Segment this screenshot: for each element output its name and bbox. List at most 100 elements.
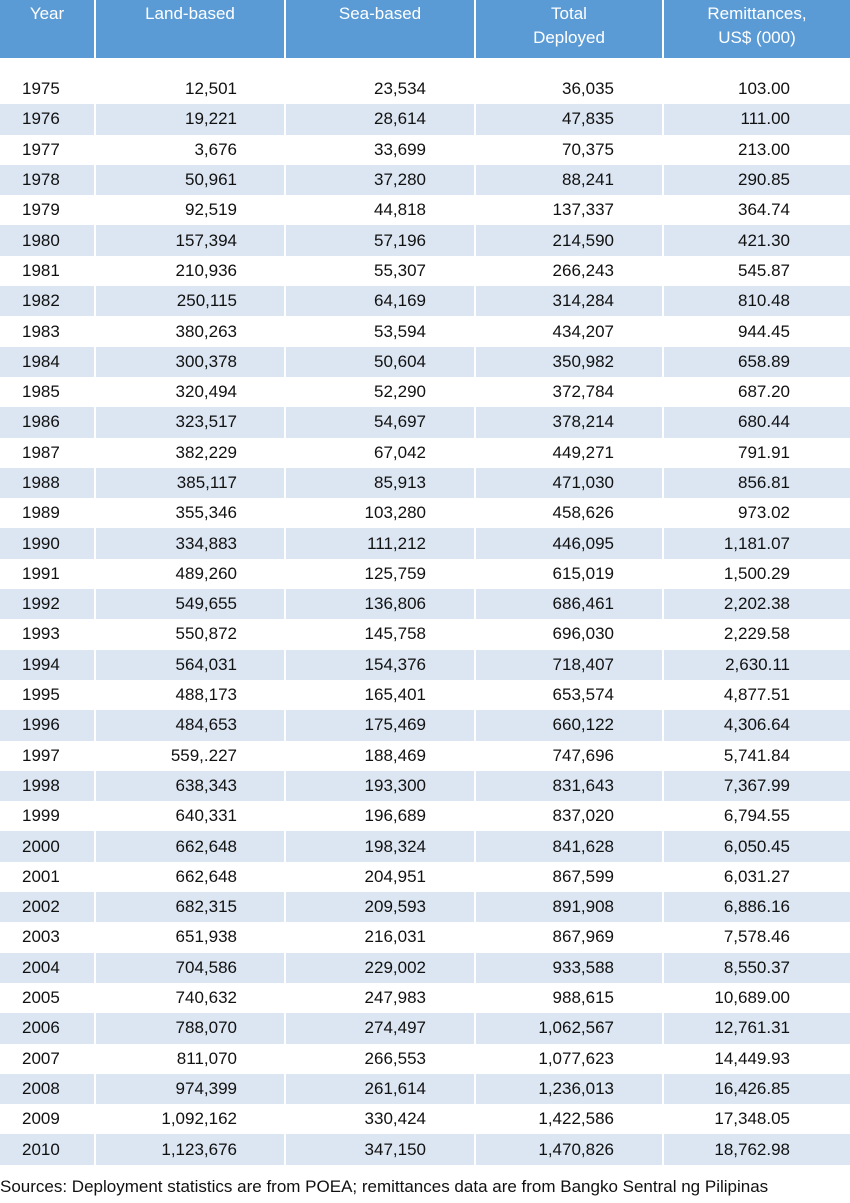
cell-year: 1994: [22, 654, 60, 674]
cell-land-based: 549,655: [94, 589, 284, 620]
cell-total-deployed: 471,030: [474, 467, 662, 499]
cell-year: 1988: [22, 473, 60, 492]
cell-land-based: 380,263: [94, 316, 284, 347]
cell-total-deployed: 36,035: [474, 74, 662, 105]
table-row: 1978 50,961 37,280 88,241 290.85: [0, 164, 850, 196]
cell-remittances: 364.74: [662, 195, 850, 226]
cell-year: 1995: [22, 685, 60, 705]
cell-remittances: 12,761.31: [662, 1013, 850, 1044]
cell-total-deployed: 891,908: [474, 892, 662, 923]
table-row: 1981 210,936 55,307 266,243 545.87: [0, 255, 850, 287]
table-row: 2004 704,586 229,002 933,588 8,550.37: [0, 952, 850, 983]
header-spacer: [0, 58, 850, 74]
cell-sea-based: 261,614: [284, 1073, 474, 1105]
cell-land-based: 550,872: [94, 619, 284, 650]
table-row: 1980 157,394 57,196 214,590 421.30: [0, 225, 850, 256]
cell-total-deployed: 434,207: [474, 316, 662, 347]
cell-total-deployed: 314,284: [474, 286, 662, 317]
cell-remittances: 791.91: [662, 437, 850, 468]
cell-total-deployed: 137,337: [474, 195, 662, 226]
cell-land-based: 811,070: [94, 1043, 284, 1074]
cell-land-based: 640,331: [94, 801, 284, 832]
cell-sea-based: 165,401: [284, 679, 474, 711]
cell-total-deployed: 378,214: [474, 407, 662, 438]
cell-total-deployed: 47,835: [474, 104, 662, 135]
cell-sea-based: 145,758: [284, 619, 474, 650]
cell-sea-based: 37,280: [284, 164, 474, 196]
cell-sea-based: 347,150: [284, 1134, 474, 1165]
cell-year: 2000: [22, 836, 60, 856]
table-row: 1983 380,263 53,594 434,207 944.45: [0, 316, 850, 347]
cell-total-deployed: 88,241: [474, 164, 662, 196]
cell-land-based: 1,092,162: [94, 1104, 284, 1135]
cell-sea-based: 198,324: [284, 831, 474, 862]
cell-year: 1982: [22, 291, 60, 311]
cell-remittances: 687.20: [662, 376, 850, 408]
cell-remittances: 2,630.11: [662, 649, 850, 680]
cell-year: 1996: [22, 715, 60, 735]
cell-land-based: 12,501: [94, 74, 284, 105]
cell-land-based: 559,.227: [94, 740, 284, 771]
cell-land-based: 385,117: [94, 467, 284, 499]
table-row: 1990 334,883 111,212 446,095 1,181.07: [0, 528, 850, 559]
cell-remittances: 1,500.29: [662, 558, 850, 590]
cell-sea-based: 85,913: [284, 467, 474, 499]
cell-year: 2003: [22, 927, 60, 947]
cell-remittances: 213.00: [662, 134, 850, 165]
cell-sea-based: 57,196: [284, 225, 474, 256]
cell-land-based: 382,229: [94, 437, 284, 468]
cell-year: 2008: [22, 1078, 60, 1098]
cell-remittances: 2,202.38: [662, 589, 850, 620]
cell-remittances: 6,050.45: [662, 831, 850, 862]
cell-remittances: 973.02: [662, 498, 850, 529]
cell-year: 1998: [22, 775, 60, 795]
table-row: 1996 484,653 175,469 660,122 4,306.64: [0, 710, 850, 741]
cell-remittances: 111.00: [662, 104, 850, 135]
cell-land-based: 300,378: [94, 346, 284, 377]
cell-remittances: 658.89: [662, 346, 850, 377]
table-row: 2003 651,938 216,031 867,969 7,578.46: [0, 922, 850, 953]
cell-land-based: 250,115: [94, 286, 284, 317]
cell-year: 1987: [22, 442, 60, 462]
cell-year: 1979: [22, 200, 60, 220]
table-row: 2008 974,399 261,614 1,236,013 16,426.85: [0, 1073, 850, 1105]
cell-sea-based: 23,534: [284, 74, 474, 105]
cell-total-deployed: 1,236,013: [474, 1073, 662, 1105]
cell-remittances: 6,794.55: [662, 801, 850, 832]
cell-remittances: 1,181.07: [662, 528, 850, 559]
cell-total-deployed: 831,643: [474, 770, 662, 802]
cell-sea-based: 55,307: [284, 255, 474, 287]
cell-year: 2007: [22, 1048, 60, 1068]
cell-remittances: 4,877.51: [662, 679, 850, 711]
cell-remittances: 7,367.99: [662, 770, 850, 802]
cell-sea-based: 247,983: [284, 982, 474, 1014]
cell-total-deployed: 841,628: [474, 831, 662, 862]
cell-sea-based: 111,212: [284, 528, 474, 559]
table-row: 1995 488,173 165,401 653,574 4,877.51: [0, 679, 850, 711]
cell-remittances: 5,741.84: [662, 740, 850, 771]
cell-sea-based: 216,031: [284, 922, 474, 953]
cell-remittances: 810.48: [662, 286, 850, 317]
cell-total-deployed: 615,019: [474, 558, 662, 590]
cell-sea-based: 209,593: [284, 892, 474, 923]
cell-year: 1981: [22, 260, 60, 280]
cell-year: 1978: [22, 170, 60, 190]
cell-year: 1986: [22, 412, 60, 432]
cell-land-based: 704,586: [94, 952, 284, 983]
cell-total-deployed: 1,470,826: [474, 1134, 662, 1165]
cell-total-deployed: 70,375: [474, 134, 662, 165]
cell-sea-based: 204,951: [284, 861, 474, 893]
cell-total-deployed: 867,969: [474, 922, 662, 953]
cell-total-deployed: 350,982: [474, 346, 662, 377]
cell-sea-based: 196,689: [284, 801, 474, 832]
cell-remittances: 856.81: [662, 467, 850, 499]
table-row: 1999 640,331 196,689 837,020 6,794.55: [0, 801, 850, 832]
cell-land-based: 320,494: [94, 376, 284, 408]
cell-land-based: 651,938: [94, 922, 284, 953]
table-row: 1977 3,676 33,699 70,375 213.00: [0, 134, 850, 165]
cell-year: 2006: [22, 1018, 60, 1038]
table-body: 1975 12,501 23,534 36,035 103.00 1976 19,221 28…: [0, 74, 850, 1165]
deployment-table: Year Land-based Sea-based Total Deployed…: [0, 0, 850, 1165]
cell-total-deployed: 266,243: [474, 255, 662, 287]
cell-sea-based: 266,553: [284, 1043, 474, 1074]
